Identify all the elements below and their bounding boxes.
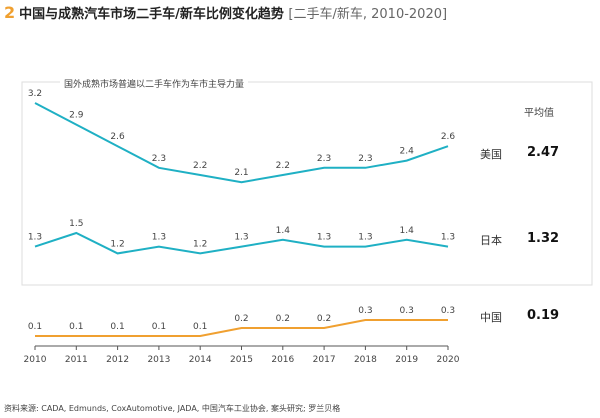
x-tick-label: 2015	[230, 355, 253, 365]
data-label: 1.3	[317, 233, 331, 243]
average-header: 平均值	[524, 108, 554, 119]
data-label: 0.3	[400, 306, 414, 316]
data-label: 2.6	[110, 132, 125, 142]
data-label: 0.2	[276, 314, 290, 324]
x-tick-label: 2018	[354, 355, 377, 365]
data-label: 1.5	[69, 219, 83, 229]
data-label: 0.3	[358, 306, 372, 316]
series-name-japan: 日本	[480, 234, 502, 247]
data-label: 0.1	[152, 322, 166, 332]
figure-number: 2	[4, 3, 16, 22]
data-label: 2.3	[358, 154, 372, 164]
data-label: 1.2	[193, 239, 207, 249]
x-tick-label: 2016	[271, 355, 294, 365]
data-label: 2.2	[276, 161, 290, 171]
x-tick-label: 2019	[395, 355, 418, 365]
average-us: 2.47	[527, 145, 560, 160]
data-label: 0.2	[317, 314, 331, 324]
data-label: 2.4	[400, 147, 415, 157]
average-japan: 1.32	[527, 231, 560, 246]
average-china: 0.19	[527, 308, 560, 323]
chart-title: 2 中国与成熟汽车市场二手车/新车比例变化趋势 [二手车/新车, 2010-202…	[4, 3, 447, 22]
x-tick-label: 2020	[437, 355, 460, 365]
data-label: 2.2	[193, 161, 207, 171]
title-main: 中国与成熟汽车市场二手车/新车比例变化趋势	[19, 7, 284, 22]
x-tick-label: 2012	[106, 355, 129, 365]
data-label: 0.2	[234, 314, 248, 324]
data-label: 0.3	[441, 306, 455, 316]
data-label: 0.1	[110, 322, 124, 332]
series-name-china: 中国	[480, 311, 502, 324]
data-label: 1.2	[110, 239, 124, 249]
data-label: 1.4	[276, 226, 291, 236]
x-tick-label: 2017	[313, 355, 336, 365]
data-label: 2.3	[317, 154, 331, 164]
data-label: 1.3	[358, 233, 372, 243]
data-label: 2.3	[152, 154, 166, 164]
x-tick-label: 2011	[65, 355, 88, 365]
data-label: 1.3	[441, 233, 455, 243]
series-line-2	[35, 319, 448, 337]
data-label: 0.1	[193, 322, 207, 332]
series-line-1	[34, 231, 449, 255]
box-label: 国外成熟市场普遍以二手车作为车市主导力量	[60, 77, 249, 90]
x-tick-label: 2010	[24, 355, 47, 365]
x-tick-label: 2013	[147, 355, 170, 365]
data-label: 2.1	[234, 168, 248, 178]
data-label: 2.9	[69, 111, 84, 121]
series-line-0	[34, 102, 449, 184]
x-tick-label: 2014	[189, 355, 212, 365]
data-label: 1.3	[234, 233, 248, 243]
data-label: 1.3	[28, 233, 42, 243]
data-label: 1.4	[400, 226, 415, 236]
data-label: 0.1	[28, 322, 42, 332]
source-note: 资料来源: CADA, Edmunds, CoxAutomotive, JADA…	[4, 404, 341, 413]
mature-markets-box	[21, 81, 593, 286]
data-label: 3.2	[28, 89, 42, 99]
series-name-us: 美国	[480, 148, 502, 161]
data-label: 2.6	[441, 132, 456, 142]
data-label: 1.3	[152, 233, 166, 243]
data-label: 0.1	[69, 322, 83, 332]
title-sub: [二手车/新车, 2010-2020]	[288, 7, 448, 22]
